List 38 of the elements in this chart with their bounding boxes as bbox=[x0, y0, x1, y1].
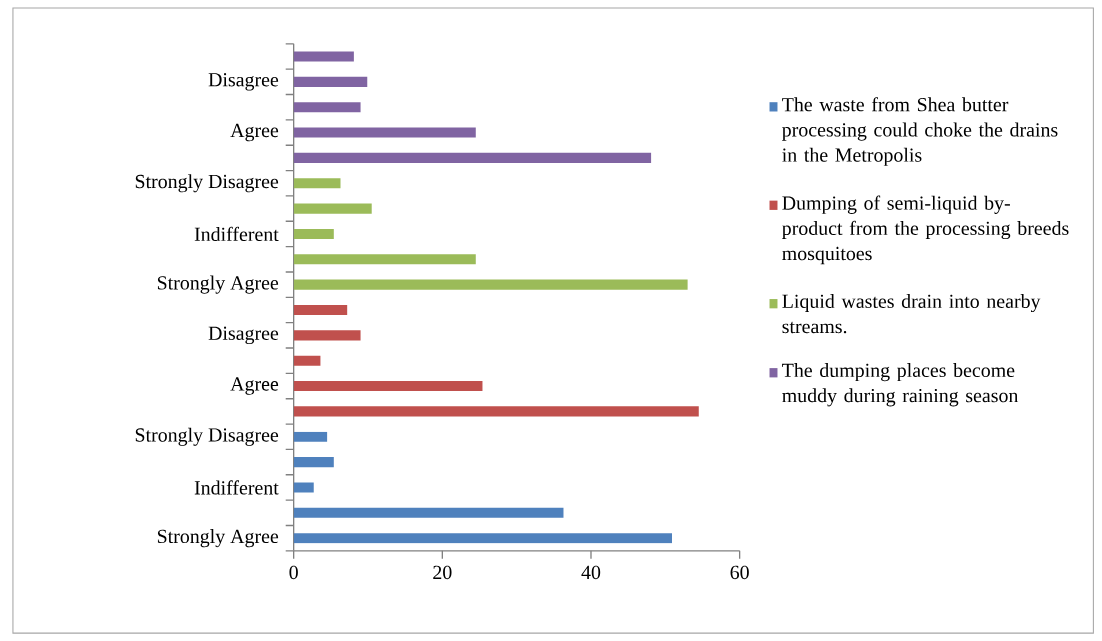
bar bbox=[293, 102, 361, 113]
x-tick-label: 60 bbox=[730, 565, 749, 580]
y-tick-label: Agree bbox=[230, 377, 279, 395]
bar bbox=[293, 279, 688, 290]
bar bbox=[293, 254, 476, 265]
bar bbox=[293, 127, 476, 138]
legend-label: The waste from Shea butter processing could choke the drains in the Metropolis bbox=[782, 97, 1058, 166]
x-tick-label: 20 bbox=[433, 565, 452, 580]
bar bbox=[293, 406, 699, 417]
bar bbox=[293, 76, 368, 87]
y-tick-label: Strongly Disagree bbox=[135, 174, 279, 193]
bar bbox=[293, 51, 354, 62]
bar bbox=[293, 304, 348, 315]
y-tick-label: Strongly Agree bbox=[157, 275, 279, 294]
bar bbox=[293, 431, 328, 442]
y-tick-label: Strongly Agree bbox=[157, 529, 279, 548]
y-tick-label: Strongly Disagree bbox=[135, 427, 279, 446]
y-tick-label: Agree bbox=[230, 123, 279, 142]
bar bbox=[293, 152, 652, 163]
bar bbox=[293, 380, 483, 392]
legend-label: Liquid wastes drain into nearby streams. bbox=[782, 293, 1041, 334]
legend-label: The dumping places become muddy during raining season bbox=[782, 363, 1019, 407]
bar bbox=[293, 203, 372, 214]
x-tick-label: 40 bbox=[581, 565, 601, 580]
bar bbox=[293, 355, 321, 366]
y-tick-label: Indifferent bbox=[194, 480, 279, 495]
bar bbox=[293, 457, 334, 468]
y-tick-label: Disagree bbox=[208, 326, 279, 345]
bar bbox=[293, 330, 361, 341]
bar bbox=[293, 482, 314, 493]
bar bbox=[293, 178, 341, 189]
bar bbox=[293, 507, 564, 518]
legend-label: Dumping of semi-liquid by-product from the processing breeds mosquitoes bbox=[782, 195, 1069, 265]
x-tick-label: 0 bbox=[289, 565, 298, 580]
y-tick-label: Indifferent bbox=[194, 226, 279, 241]
bar bbox=[293, 228, 334, 239]
bar bbox=[293, 533, 673, 544]
y-tick-label: Disagree bbox=[208, 73, 279, 91]
